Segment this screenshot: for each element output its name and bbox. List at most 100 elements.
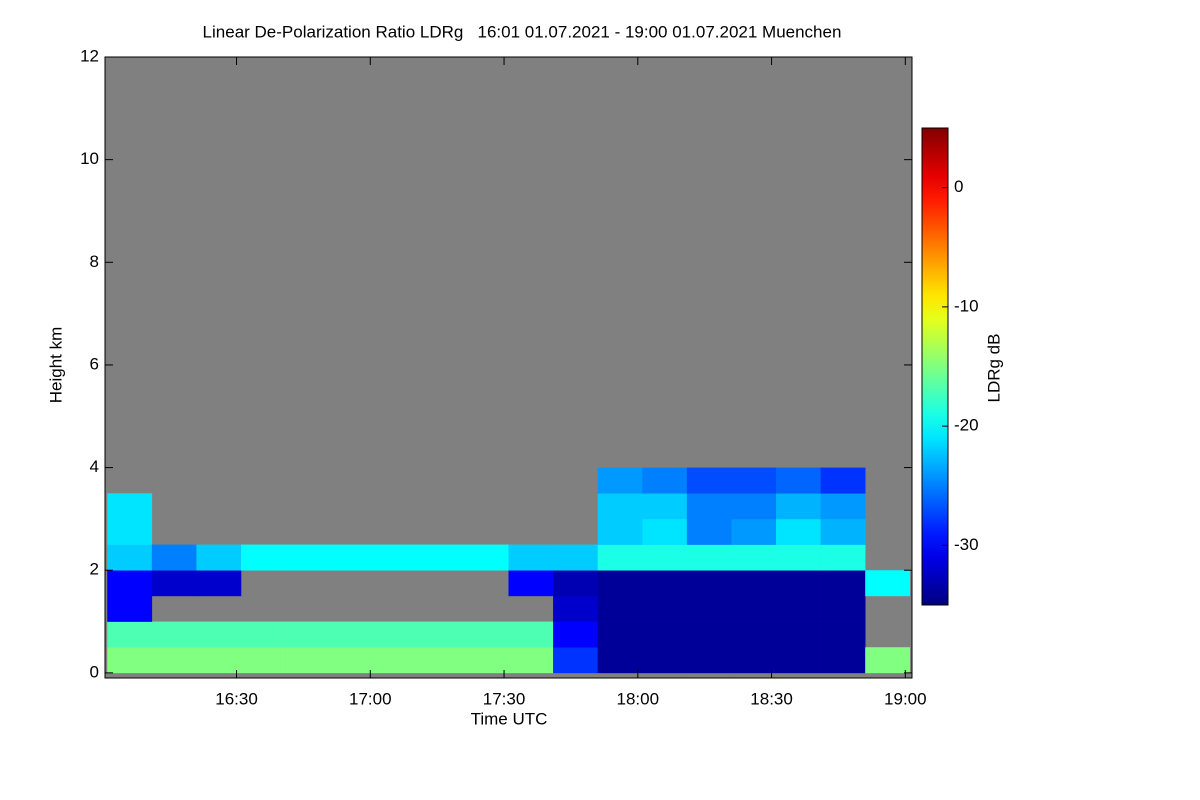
heatmap-cell [820,595,866,622]
heatmap-cell [731,570,777,597]
heatmap-cell [330,621,376,648]
heatmap-cell [463,544,509,571]
heatmap-cell [686,647,732,674]
heatmap-cell [642,544,688,571]
heatmap-cell [463,647,509,674]
heatmap-cell [865,647,911,674]
colorbar-tick-label: -30 [954,535,979,554]
heatmap-cell [151,544,197,571]
heatmap-cell [240,647,286,674]
heatmap-cell [642,621,688,648]
heatmap-cell [553,595,598,622]
heatmap-cell [374,621,420,648]
y-tick-label: 4 [90,457,99,476]
heatmap-cell [107,647,153,674]
heatmap-cell [776,544,821,571]
heatmap-cell [419,621,465,648]
y-tick-label: 0 [90,662,99,681]
heatmap-cell [776,467,821,494]
x-tick-label: 17:00 [349,689,392,708]
heatmap-cell [731,595,777,622]
heatmap-cell [865,570,911,597]
heatmap-cell [240,621,286,648]
heatmap-cell [686,544,732,571]
heatmap-cell [151,621,197,648]
heatmap-cell [820,621,866,648]
heatmap-cell [597,595,643,622]
heatmap-cell [642,595,688,622]
heatmap-cell [820,647,866,674]
x-axis-label: Time UTC [471,709,548,728]
heatmap-cell [597,570,643,597]
heatmap-cell [686,518,732,545]
heatmap-cell [107,518,153,545]
heatmap-cell [731,544,777,571]
heatmap-cell [285,544,331,571]
heatmap-cell [107,595,153,622]
y-tick-label: 2 [90,560,99,579]
heatmap-cell [419,647,465,674]
y-tick-label: 6 [90,354,99,373]
heatmap-cell [240,544,286,571]
heatmap-cell [731,518,777,545]
heatmap-cell [107,570,153,597]
heatmap-cell [107,493,153,520]
heatmap-cell [330,544,376,571]
heatmap-cell [553,647,598,674]
colorbar-tick-label: -20 [954,416,979,435]
heatmap-cell [776,595,821,622]
heatmap-cell [820,493,866,520]
y-tick-label: 8 [90,252,99,271]
plot-frame [104,56,913,679]
heatmap-cell [196,570,242,597]
colorbar-tick-label: -10 [954,296,979,315]
colorbar-tick-label: 0 [954,177,963,196]
heatmap-cell [597,518,643,545]
heatmap-cell [553,570,598,597]
heatmap-cell [776,518,821,545]
heatmap-cell [776,647,821,674]
heatmap-cell [553,544,598,571]
y-tick-label: 10 [80,149,99,168]
heatmap-cell [419,544,465,571]
heatmap-cell [330,647,376,674]
heatmap-cell [776,570,821,597]
heatmap-cell [731,467,777,494]
heatmap-cell [597,493,643,520]
heatmap-cell [597,544,643,571]
heatmap-cell [374,647,420,674]
y-tick-label: 12 [80,46,99,65]
heatmap-cell [686,621,732,648]
heatmap-cell [553,621,598,648]
heatmap-cell [642,518,688,545]
heatmap-cell [642,570,688,597]
heatmap-cell [374,544,420,571]
heatmap-cell [285,647,331,674]
heatmap-cell [642,647,688,674]
heatmap-cell [285,621,331,648]
heatmap-cell [820,518,866,545]
heatmap-cell [151,570,197,597]
heatmap-cell [597,647,643,674]
heatmap-cell [196,647,242,674]
heatmap-cell [776,493,821,520]
heatmap-cell [820,570,866,597]
heatmap-cell [107,621,153,648]
heatmap-cell [820,467,866,494]
heatmap-cell [642,493,688,520]
x-tick-label: 19:00 [884,689,927,708]
heatmap-cell [820,544,866,571]
y-axis-label: Height km [46,327,65,404]
heatmap-cell [731,621,777,648]
colorbar-label: LDRg dB [984,334,1003,403]
heatmap-cell [776,621,821,648]
heatmap-cell [731,493,777,520]
heatmap-cell [686,595,732,622]
heatmap-cell [508,647,554,674]
x-tick-label: 18:00 [617,689,660,708]
heatmap-cell [463,621,509,648]
heatmap-cell [597,467,643,494]
heatmap-cell [597,621,643,648]
heatmap-cell [508,621,554,648]
